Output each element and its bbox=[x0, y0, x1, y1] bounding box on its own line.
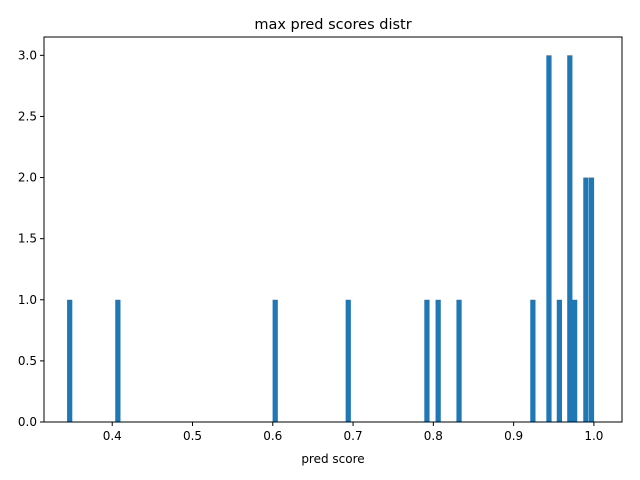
y-tick-label: 3.0 bbox=[18, 48, 37, 62]
bar-2 bbox=[272, 299, 278, 422]
y-tick-label: 2.5 bbox=[18, 109, 37, 123]
y-tick-label: 2.0 bbox=[18, 171, 37, 185]
bar-8 bbox=[546, 55, 552, 422]
bar-13 bbox=[588, 177, 595, 422]
bars-group bbox=[67, 55, 595, 422]
bar-7 bbox=[530, 299, 536, 422]
y-tick-label: 1.5 bbox=[18, 232, 37, 246]
x-tick-label: 0.7 bbox=[344, 429, 363, 443]
x-tick-label: 0.5 bbox=[183, 429, 202, 443]
x-axis-label: pred score bbox=[301, 452, 364, 466]
x-axis-ticks: 0.4 0.5 0.6 0.7 0.8 0.9 1.0 bbox=[103, 422, 603, 443]
x-tick-label: 1.0 bbox=[584, 429, 603, 443]
bar-1 bbox=[115, 299, 121, 422]
x-tick-label: 0.4 bbox=[103, 429, 122, 443]
y-axis-ticks: 0.0 0.5 1.0 1.5 2.0 2.5 3.0 bbox=[18, 48, 44, 429]
bar-12 bbox=[583, 177, 589, 422]
y-tick-label: 0.5 bbox=[18, 354, 37, 368]
bar-4 bbox=[424, 299, 430, 422]
bar-11 bbox=[572, 299, 578, 422]
bar-0 bbox=[67, 299, 73, 422]
chart-title: max pred scores distr bbox=[254, 17, 411, 33]
bar-10 bbox=[567, 55, 573, 422]
bar-6 bbox=[456, 299, 462, 422]
y-tick-label: 1.0 bbox=[18, 293, 37, 307]
x-tick-label: 0.6 bbox=[263, 429, 282, 443]
plot-frame bbox=[43, 36, 623, 423]
bar-9 bbox=[556, 299, 562, 422]
x-tick-label: 0.8 bbox=[424, 429, 443, 443]
y-tick-label: 0.0 bbox=[18, 415, 37, 429]
bar-5 bbox=[435, 299, 441, 422]
bar-3 bbox=[345, 299, 351, 422]
x-tick-label: 0.9 bbox=[504, 429, 523, 443]
